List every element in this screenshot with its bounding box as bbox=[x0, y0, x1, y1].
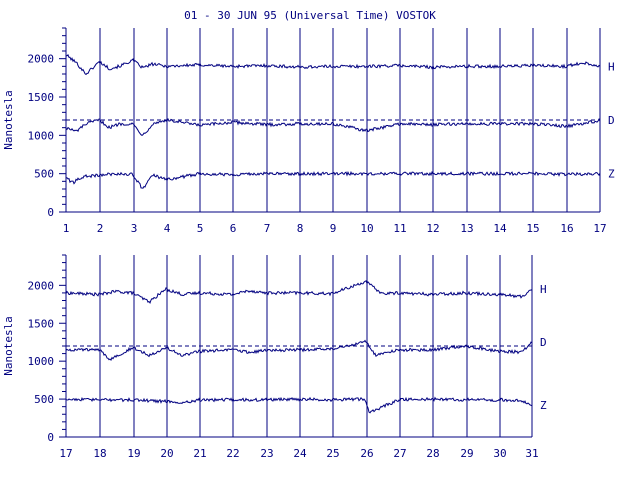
x-tick-label: 16 bbox=[560, 222, 573, 235]
x-tick-label: 1 bbox=[63, 222, 70, 235]
x-tick-label: 6 bbox=[230, 222, 237, 235]
y-tick-label: 1500 bbox=[28, 317, 55, 330]
series-line-z bbox=[65, 170, 601, 189]
x-tick-label: 20 bbox=[160, 447, 173, 460]
x-tick-label: 7 bbox=[264, 222, 271, 235]
x-tick-label: 22 bbox=[226, 447, 239, 460]
x-tick-label: 14 bbox=[493, 222, 507, 235]
x-tick-label: 30 bbox=[493, 447, 506, 460]
x-tick-label: 2 bbox=[97, 222, 104, 235]
series-line-d bbox=[65, 339, 533, 362]
series-label-d: D bbox=[608, 114, 615, 127]
x-tick-label: 3 bbox=[131, 222, 138, 235]
x-tick-label: 21 bbox=[193, 447, 206, 460]
x-tick-label: 26 bbox=[360, 447, 373, 460]
series-line-h bbox=[65, 54, 601, 76]
y-tick-label: 2000 bbox=[28, 53, 55, 66]
series-label-z: Z bbox=[608, 168, 615, 181]
series-label-h: H bbox=[608, 60, 615, 73]
x-tick-label: 24 bbox=[293, 447, 307, 460]
y-tick-label: 500 bbox=[34, 168, 54, 181]
series-line-d bbox=[65, 117, 601, 137]
series-label-h: H bbox=[540, 283, 547, 296]
x-tick-label: 18 bbox=[93, 447, 106, 460]
x-tick-label: 11 bbox=[393, 222, 406, 235]
x-tick-label: 17 bbox=[59, 447, 72, 460]
y-tick-label: 1000 bbox=[28, 129, 55, 142]
x-tick-label: 12 bbox=[426, 222, 439, 235]
x-tick-label: 8 bbox=[297, 222, 304, 235]
x-tick-label: 25 bbox=[326, 447, 339, 460]
x-tick-label: 19 bbox=[127, 447, 140, 460]
x-tick-label: 13 bbox=[460, 222, 473, 235]
panel-17-to-31: 17 18 19 20 21 22 23 24 25 26 27 28 29 30 31 0 500 1000 15… bbox=[2, 254, 547, 460]
series-label-d: D bbox=[540, 336, 547, 349]
chart-title: 01 - 30 JUN 95 (Universal Time) VOSTOK bbox=[184, 9, 436, 22]
series-label-z: Z bbox=[540, 399, 547, 412]
y-tick-label: 0 bbox=[47, 206, 54, 219]
x-tick-label: 23 bbox=[260, 447, 273, 460]
y-axis-label: Nanotesla bbox=[2, 90, 15, 150]
x-tick-label: 31 bbox=[525, 447, 538, 460]
x-tick-label: 5 bbox=[197, 222, 204, 235]
x-tick-label: 17 bbox=[593, 222, 606, 235]
x-tick-label: 27 bbox=[393, 447, 406, 460]
x-tick-label: 10 bbox=[360, 222, 373, 235]
x-tick-label: 9 bbox=[330, 222, 337, 235]
y-tick-label: 500 bbox=[34, 393, 54, 406]
series-line-z bbox=[65, 396, 533, 414]
series-line-h bbox=[65, 280, 533, 304]
x-tick-label: 15 bbox=[526, 222, 539, 235]
x-tick-label: 29 bbox=[460, 447, 473, 460]
y-axis-label: Nanotesla bbox=[2, 316, 15, 376]
x-tick-label: 4 bbox=[164, 222, 171, 235]
x-tick-label: 28 bbox=[426, 447, 439, 460]
y-tick-label: 0 bbox=[47, 431, 54, 444]
y-tick-label: 1000 bbox=[28, 355, 55, 368]
y-tick-label: 1500 bbox=[28, 91, 55, 104]
y-tick-label: 2000 bbox=[28, 279, 55, 292]
panel-1-to-17: 1 2 3 4 5 6 7 8 9 10 11 12 13 14 15 16 17050010001500200… bbox=[2, 27, 615, 235]
